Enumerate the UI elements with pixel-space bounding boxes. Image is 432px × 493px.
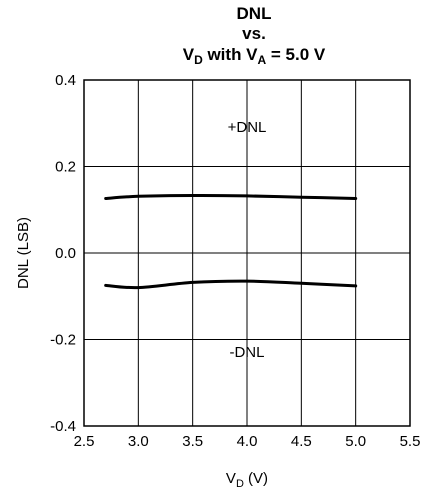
x-axis-label-main: V [226,470,236,487]
y-axis-label: DNL (LSB) [15,217,32,289]
annotation-label: -DNL [229,344,264,361]
annotation-label: +DNL [228,119,267,136]
chart-title: DNL vs. VD with VA = 5.0 V [183,4,326,67]
series-line-0 [104,193,358,200]
x-tick-label: 4.0 [237,433,258,450]
title-va-sub: A [258,53,267,67]
title-line-1: DNL [237,4,272,23]
x-axis-label-rest: (V) [244,470,268,487]
x-tick-label: 2.5 [74,433,95,450]
x-axis-label-sub: D [236,478,244,490]
title-vd: V [183,45,195,64]
y-tick-label: 0.0 [55,245,76,262]
title-value: = 5.0 V [266,45,326,64]
grid [84,80,410,426]
tick-labels: 2.5 3.0 3.5 4.0 4.5 5.0 5.5 0.4 0.2 0.0 -0.2 -0.4 [50,72,420,450]
y-tick-label: 0.2 [55,159,76,176]
x-axis-label: VD (V) [226,470,268,490]
x-tick-label: 4.5 [291,433,312,450]
x-tick-label: 5.0 [345,433,366,450]
y-tick-label: 0.4 [55,72,76,89]
series-group [104,193,358,290]
y-tick-label: -0.4 [50,418,76,435]
plot-frame [83,79,411,427]
series-line-1 [104,279,358,290]
title-with-va: with V [203,45,258,64]
title-line-3: VD with VA = 5.0 V [183,45,326,67]
x-tick-label: 3.5 [182,433,203,450]
x-tick-label: 5.5 [400,433,421,450]
y-tick-label: -0.2 [50,332,76,349]
annotations: +DNL -DNL [228,119,267,361]
title-line-2: vs. [242,24,266,43]
x-tick-label: 3.0 [128,433,149,450]
title-vd-sub: D [194,53,203,67]
